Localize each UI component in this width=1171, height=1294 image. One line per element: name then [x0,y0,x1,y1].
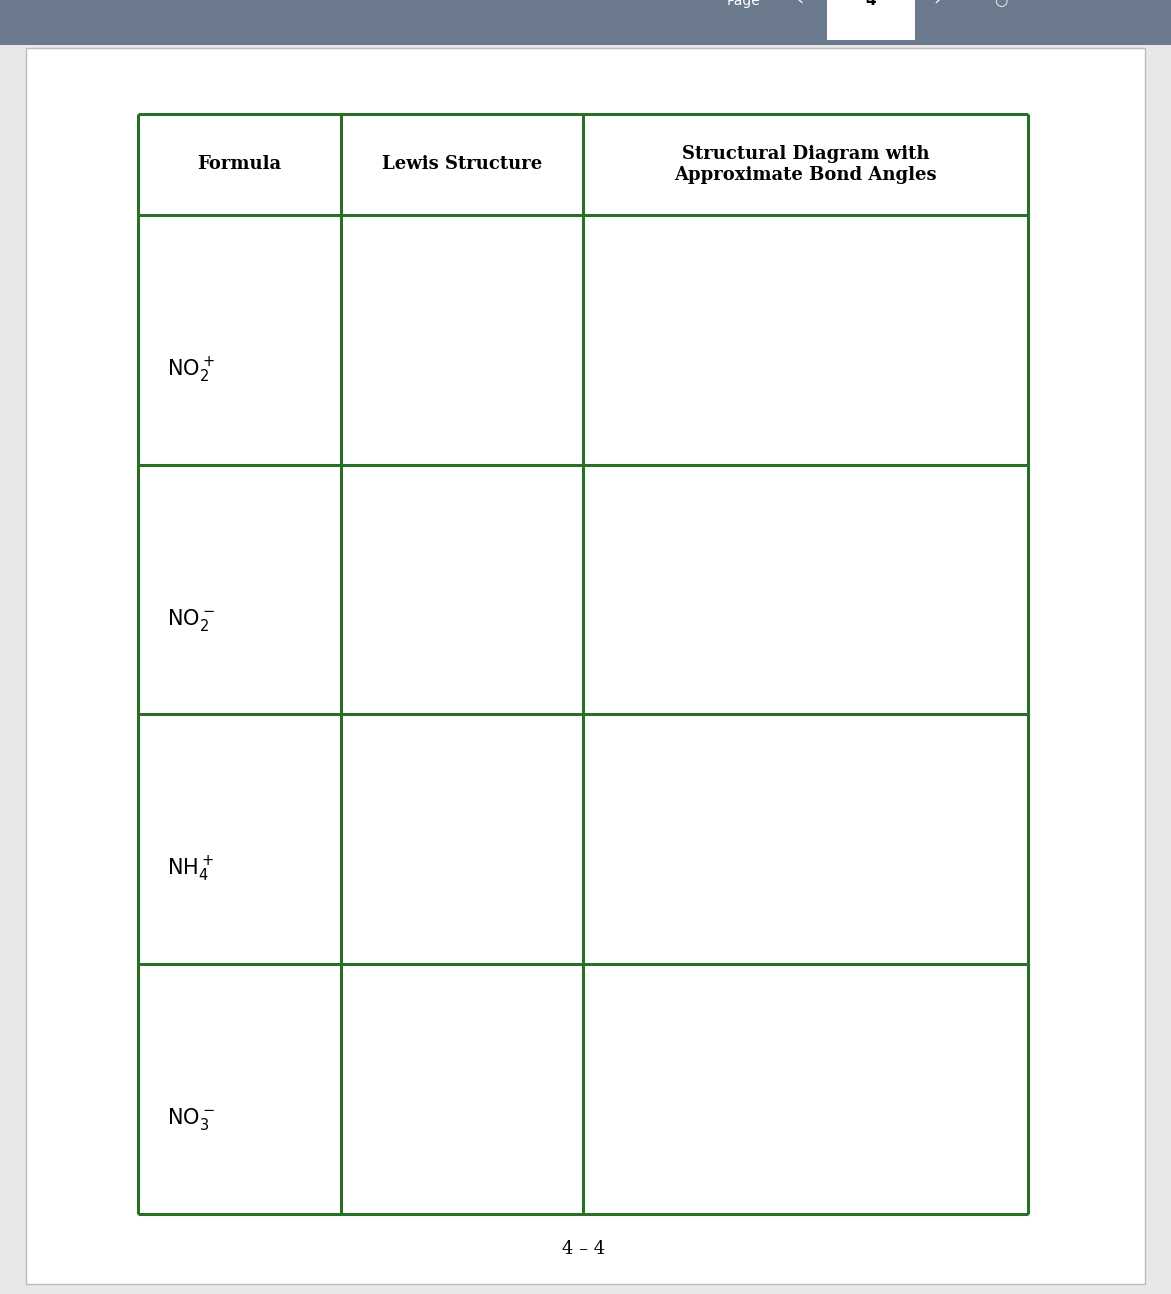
Text: $\mathrm{NO_2^+}$: $\mathrm{NO_2^+}$ [167,356,215,384]
Text: Page: Page [727,0,760,8]
Text: Formula: Formula [198,155,282,173]
Text: 4: 4 [865,0,876,8]
Text: $\mathrm{NO_3^-}$: $\mathrm{NO_3^-}$ [167,1106,215,1132]
Text: 4 – 4: 4 – 4 [562,1240,604,1258]
Text: Structural Diagram with
Approximate Bond Angles: Structural Diagram with Approximate Bond… [674,145,937,184]
Text: ‹: ‹ [796,0,803,9]
Text: $\mathrm{NO_2^-}$: $\mathrm{NO_2^-}$ [167,607,215,633]
Text: Lewis Structure: Lewis Structure [382,155,542,173]
Text: $\mathrm{NH_4^+}$: $\mathrm{NH_4^+}$ [167,854,214,884]
Text: ○: ○ [994,0,1008,8]
Text: ›: › [933,0,940,9]
Bar [0,0,1171,45]
FancyBboxPatch shape [26,48,1145,1284]
Bar [827,0,915,40]
